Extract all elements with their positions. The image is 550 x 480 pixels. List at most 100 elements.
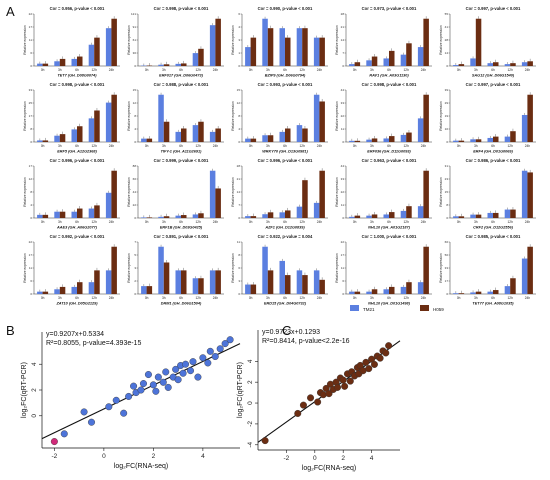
x-tick-label: -2 <box>51 453 57 460</box>
x-tick-label: 0h <box>353 68 357 72</box>
x-tick-label: 24h <box>421 220 427 224</box>
x-tick-label: 3h <box>370 144 374 148</box>
x-tick-label: 0h <box>249 144 253 148</box>
y-tick-label: 17 <box>29 253 33 257</box>
bar-h059 <box>181 63 187 66</box>
y-tick-label: 5 <box>134 253 136 257</box>
y-tick-label: 91 <box>133 25 137 29</box>
gene-label: ERF1B (GH_D03G0425) <box>160 226 203 230</box>
bar-h059 <box>371 214 378 218</box>
y-tick-label: 17 <box>445 279 449 283</box>
y-tick-label: 10 <box>445 127 449 131</box>
scatter-point <box>149 381 157 389</box>
gene-label: DRM1 (GH_D06G1504) <box>161 302 202 306</box>
y-axis-label: Relative expression <box>127 101 131 131</box>
x-tick-label: 12h <box>92 220 98 224</box>
y-tick-label: 33 <box>341 177 345 181</box>
bar-tm21 <box>521 170 528 218</box>
y-tick-label: 11 <box>29 38 32 42</box>
bar-tm21 <box>521 62 528 66</box>
bar-h059 <box>493 212 499 218</box>
gene-label: NHL10 (GH_D01G1498) <box>368 302 411 306</box>
y-tick-label: 21 <box>341 25 345 29</box>
x-tick-label: 3h <box>370 296 374 300</box>
bar-h059 <box>94 37 100 66</box>
y-tick-label: 17 <box>29 25 33 29</box>
y-tick-label: -4 <box>247 442 254 448</box>
bar-h059 <box>285 128 291 142</box>
bar-tm21 <box>175 215 181 218</box>
y-tick-label: 4 <box>247 359 254 363</box>
bar-tm21 <box>504 209 511 218</box>
y-axis-label: Relative expression <box>23 25 27 55</box>
scatter-point <box>60 430 68 438</box>
x-tick-label: 3h <box>370 220 374 224</box>
x-tick-label: 12h <box>196 68 202 72</box>
y-tick-label: 66 <box>133 177 137 181</box>
y-tick-label: 19 <box>445 114 449 118</box>
scatter-point <box>162 368 170 376</box>
x-tick-label: 6h <box>387 68 391 72</box>
bar-h059 <box>510 131 516 142</box>
y-axis-label: Relative expression <box>23 101 27 131</box>
bar-subplot: Cor = 0.997, p-value < 0.001 Relative exp… <box>439 82 536 154</box>
subplot-correlation: Cor = 0.986, p-value < 0.001 <box>466 158 521 163</box>
bar-tm21 <box>209 25 216 66</box>
x-tick-label: 6h <box>75 220 79 224</box>
x-tick-label: 0 <box>313 455 317 462</box>
gene-label: AZF1 (GH_D12G0839) <box>264 226 305 230</box>
scatter-point <box>325 390 333 398</box>
subplot-correlation: Cor = 0.985, p-value < 0.001 <box>466 234 521 239</box>
bar-tm21 <box>105 270 112 294</box>
scatter-point <box>80 408 88 416</box>
x-tick-label: 3h <box>58 296 62 300</box>
bar-h059 <box>250 37 257 66</box>
x-tick-label: 24h <box>213 68 219 72</box>
x-tick-label: 12h <box>404 296 410 300</box>
bar-tm21 <box>349 64 355 66</box>
bar-h059 <box>354 291 361 294</box>
bar-h059 <box>406 132 412 142</box>
y-tick-label: 22 <box>341 240 345 244</box>
scatter-point <box>172 365 180 373</box>
bar-tm21 <box>366 60 372 66</box>
x-tick-label: 6h <box>283 296 287 300</box>
gene-label: NHL10 (GH_A01G2187) <box>368 226 411 230</box>
subplot-correlation: Cor = 0.999, p-value < 0.001 <box>154 158 209 163</box>
x-tick-label: 24h <box>525 68 531 72</box>
bar-h059 <box>475 291 482 294</box>
y-tick-label: 8 <box>134 114 136 118</box>
bar-h059 <box>267 270 274 294</box>
bar-tm21 <box>279 212 285 218</box>
y-tick-label: 8 <box>238 253 240 257</box>
bar-tm21 <box>88 282 95 294</box>
scatter-point <box>144 371 152 379</box>
x-axis-label: log₂FC(RNA-seq) <box>302 465 356 472</box>
bar-h059 <box>146 138 153 142</box>
x-tick-label: 3h <box>162 144 166 148</box>
legend-label-h059: H059 <box>433 307 444 312</box>
scatter-point <box>334 383 342 391</box>
bar-tm21 <box>88 44 95 66</box>
bar-h059 <box>423 94 429 142</box>
y-tick-label: 4 <box>238 127 240 131</box>
y-tick-label: 23 <box>445 177 449 181</box>
bar-tm21 <box>400 210 407 218</box>
bar-tm21 <box>279 260 285 294</box>
bar-h059 <box>250 216 257 218</box>
y-tick-label: 0 <box>134 292 136 296</box>
x-tick-label: 24h <box>109 220 115 224</box>
bar-tm21 <box>453 216 459 218</box>
scatter-point <box>189 358 197 366</box>
x-tick-label: 6h <box>491 296 495 300</box>
y-tick-label: 17 <box>341 253 345 257</box>
y-tick-label: 21 <box>237 177 241 181</box>
bar-h059 <box>423 18 429 66</box>
bar-tm21 <box>209 170 216 218</box>
x-tick-label: 3h <box>474 220 478 224</box>
bar-subplot: Cor = 0.998, p-value < 0.001 Relative exp… <box>335 82 432 154</box>
bar-subplot: Cor = 0.996, p-value < 0.001 Relative exp… <box>231 158 328 230</box>
scatter-point <box>182 360 190 368</box>
scatter-point <box>130 382 138 390</box>
bar-tm21 <box>54 211 60 218</box>
